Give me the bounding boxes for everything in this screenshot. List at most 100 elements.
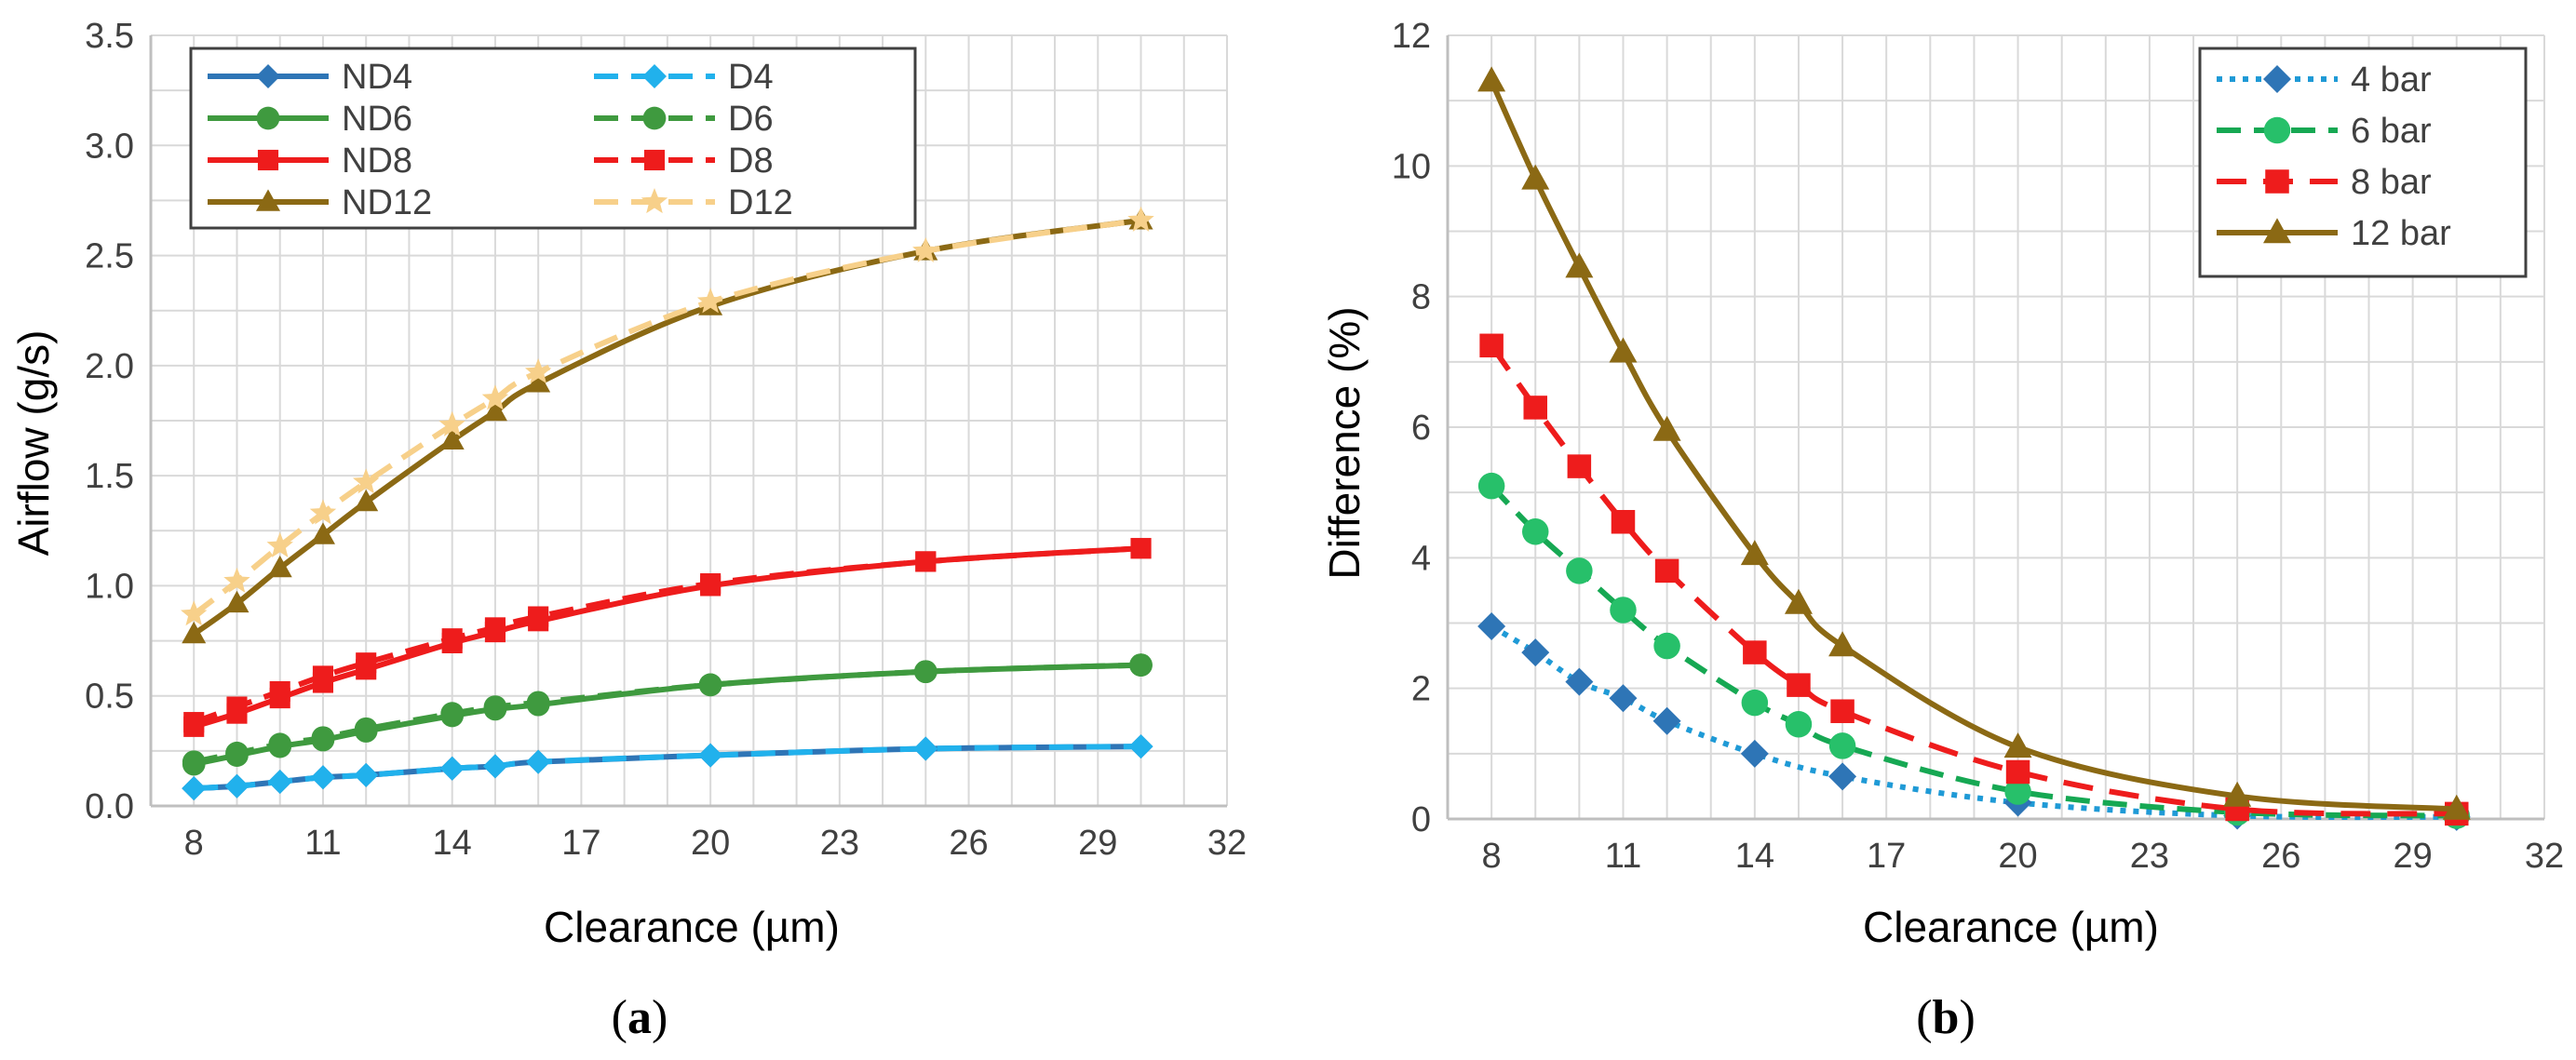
legend-label-4-bar: 4 bar: [2351, 60, 2432, 100]
x-tick-label: 20: [691, 824, 730, 863]
data-point-12-bar: [1652, 415, 1681, 441]
legend-marker-8-bar: [2265, 169, 2289, 194]
chart-b-axes: [1446, 35, 2544, 821]
data-point-8-bar: [1787, 673, 1811, 697]
data-point-6-bar: [1610, 597, 1637, 624]
legend-marker-6-bar: [2263, 116, 2291, 144]
data-point-nd12: [267, 555, 292, 578]
x-tick-label: 8: [184, 824, 204, 863]
data-point-d8: [441, 628, 463, 650]
x-tick-label: 8: [1482, 837, 1502, 876]
data-point-12-bar: [1740, 540, 1769, 566]
x-tick-label: 29: [2393, 837, 2432, 876]
legend-marker-nd6: [256, 106, 280, 130]
legend-label-d6: D6: [728, 100, 774, 139]
chart-a-series: [181, 206, 1154, 801]
data-point-4-bar: [1609, 684, 1638, 713]
data-point-d4: [224, 773, 250, 798]
data-point-4-bar: [1740, 739, 1769, 768]
y-tick-label: 0.5: [85, 678, 134, 717]
legend-box: [2198, 47, 2528, 278]
chart-a-caption-letter: a: [627, 991, 652, 1044]
data-point-12-bar: [2003, 732, 2032, 758]
chart-a-y-ticks: 0.0 0.5 1.0 1.5 2.0 2.5 3.0 3.5: [85, 17, 134, 826]
y-tick-label: 0.0: [85, 787, 134, 826]
x-tick-label: 14: [433, 824, 472, 863]
data-point-d12: [481, 384, 509, 410]
data-point-6-bar: [2004, 778, 2031, 805]
data-point-d12: [309, 499, 337, 525]
x-tick-label: 17: [561, 824, 600, 863]
legend-label-d4: D4: [728, 58, 774, 97]
legend-marker-nd8: [257, 149, 279, 171]
y-tick-label: 1.5: [85, 457, 134, 496]
legend-label-d12: D12: [728, 183, 793, 222]
chart-a-axes: [149, 35, 1227, 808]
chart-b: 0 2 4 6 8 10 12 8 11 14 17 20 23 26 29 32 Clearance (µ…: [1320, 17, 2564, 1044]
data-point-4-bar: [1828, 762, 1857, 791]
data-point-d6: [698, 673, 722, 697]
data-point-d12: [181, 600, 208, 626]
data-point-d4: [310, 765, 335, 790]
legend-label-d8: D8: [728, 141, 774, 181]
legend-marker-d4: [642, 64, 667, 88]
data-point-d6: [225, 741, 249, 765]
data-point-8-bar: [1743, 640, 1767, 664]
data-point-d8: [700, 573, 722, 595]
data-point-8-bar: [1479, 333, 1504, 358]
legend-marker-d8: [643, 149, 666, 171]
legend-marker-d12: [641, 188, 668, 214]
data-point-d4: [182, 776, 207, 801]
x-tick-label: 26: [949, 824, 988, 863]
y-tick-label: 12: [1392, 17, 1431, 56]
data-point-nd12: [310, 522, 335, 544]
data-point-12-bar: [2442, 794, 2471, 820]
data-point-6-bar: [1521, 518, 1549, 545]
chart-a-x-axis-title: Clearance (µm): [544, 903, 840, 951]
data-point-d6: [440, 702, 465, 725]
y-tick-label: 0: [1411, 800, 1431, 839]
chart-b-legend: 4 bar 6 bar 8 bar 12 bar: [2198, 47, 2528, 278]
data-point-d6: [526, 691, 550, 715]
data-point-d4: [267, 769, 292, 794]
y-tick-label: 3.0: [85, 127, 134, 166]
data-point-nd12: [354, 489, 379, 512]
data-point-12-bar: [2223, 781, 2252, 807]
x-tick-label: 14: [1735, 837, 1774, 876]
chart-b-y-axis-title: Difference (%): [1320, 306, 1369, 579]
data-point-d4: [1128, 734, 1153, 759]
series-line-4-bar: [1490, 624, 2457, 821]
data-point-d4: [439, 756, 465, 781]
data-point-6-bar: [1741, 689, 1769, 717]
data-point-d8: [356, 652, 377, 674]
data-point-d6: [354, 717, 378, 741]
data-point-8-bar: [1830, 699, 1854, 723]
data-point-nd12: [182, 621, 207, 644]
series-line-d12: [192, 217, 1141, 617]
legend-label-nd4: ND4: [342, 58, 412, 97]
data-point-d12: [524, 358, 552, 384]
data-point-d4: [698, 743, 723, 768]
x-tick-label: 17: [1867, 837, 1906, 876]
data-point-d6: [268, 732, 292, 757]
data-point-d8: [1130, 538, 1152, 559]
data-point-12-bar: [1828, 631, 1857, 657]
y-tick-label: 2: [1411, 670, 1431, 709]
legend-label-8-bar: 8 bar: [2351, 163, 2432, 202]
data-point-d8: [183, 712, 205, 733]
data-point-nd12: [482, 398, 507, 422]
y-tick-label: 4: [1411, 539, 1431, 578]
legend-marker-d6: [642, 106, 667, 130]
data-point-d12: [912, 236, 939, 262]
legend-marker-nd12: [256, 189, 280, 211]
legend-label-nd8: ND8: [342, 141, 412, 181]
data-point-12-bar: [1521, 164, 1550, 190]
y-tick-label: 8: [1411, 278, 1431, 317]
data-point-d12: [1127, 206, 1154, 232]
data-point-6-bar: [1828, 732, 1856, 759]
data-point-8-bar: [1654, 558, 1679, 584]
y-tick-label: 1.0: [85, 567, 134, 606]
x-tick-label: 29: [1078, 824, 1117, 863]
data-point-4-bar: [1652, 706, 1681, 735]
